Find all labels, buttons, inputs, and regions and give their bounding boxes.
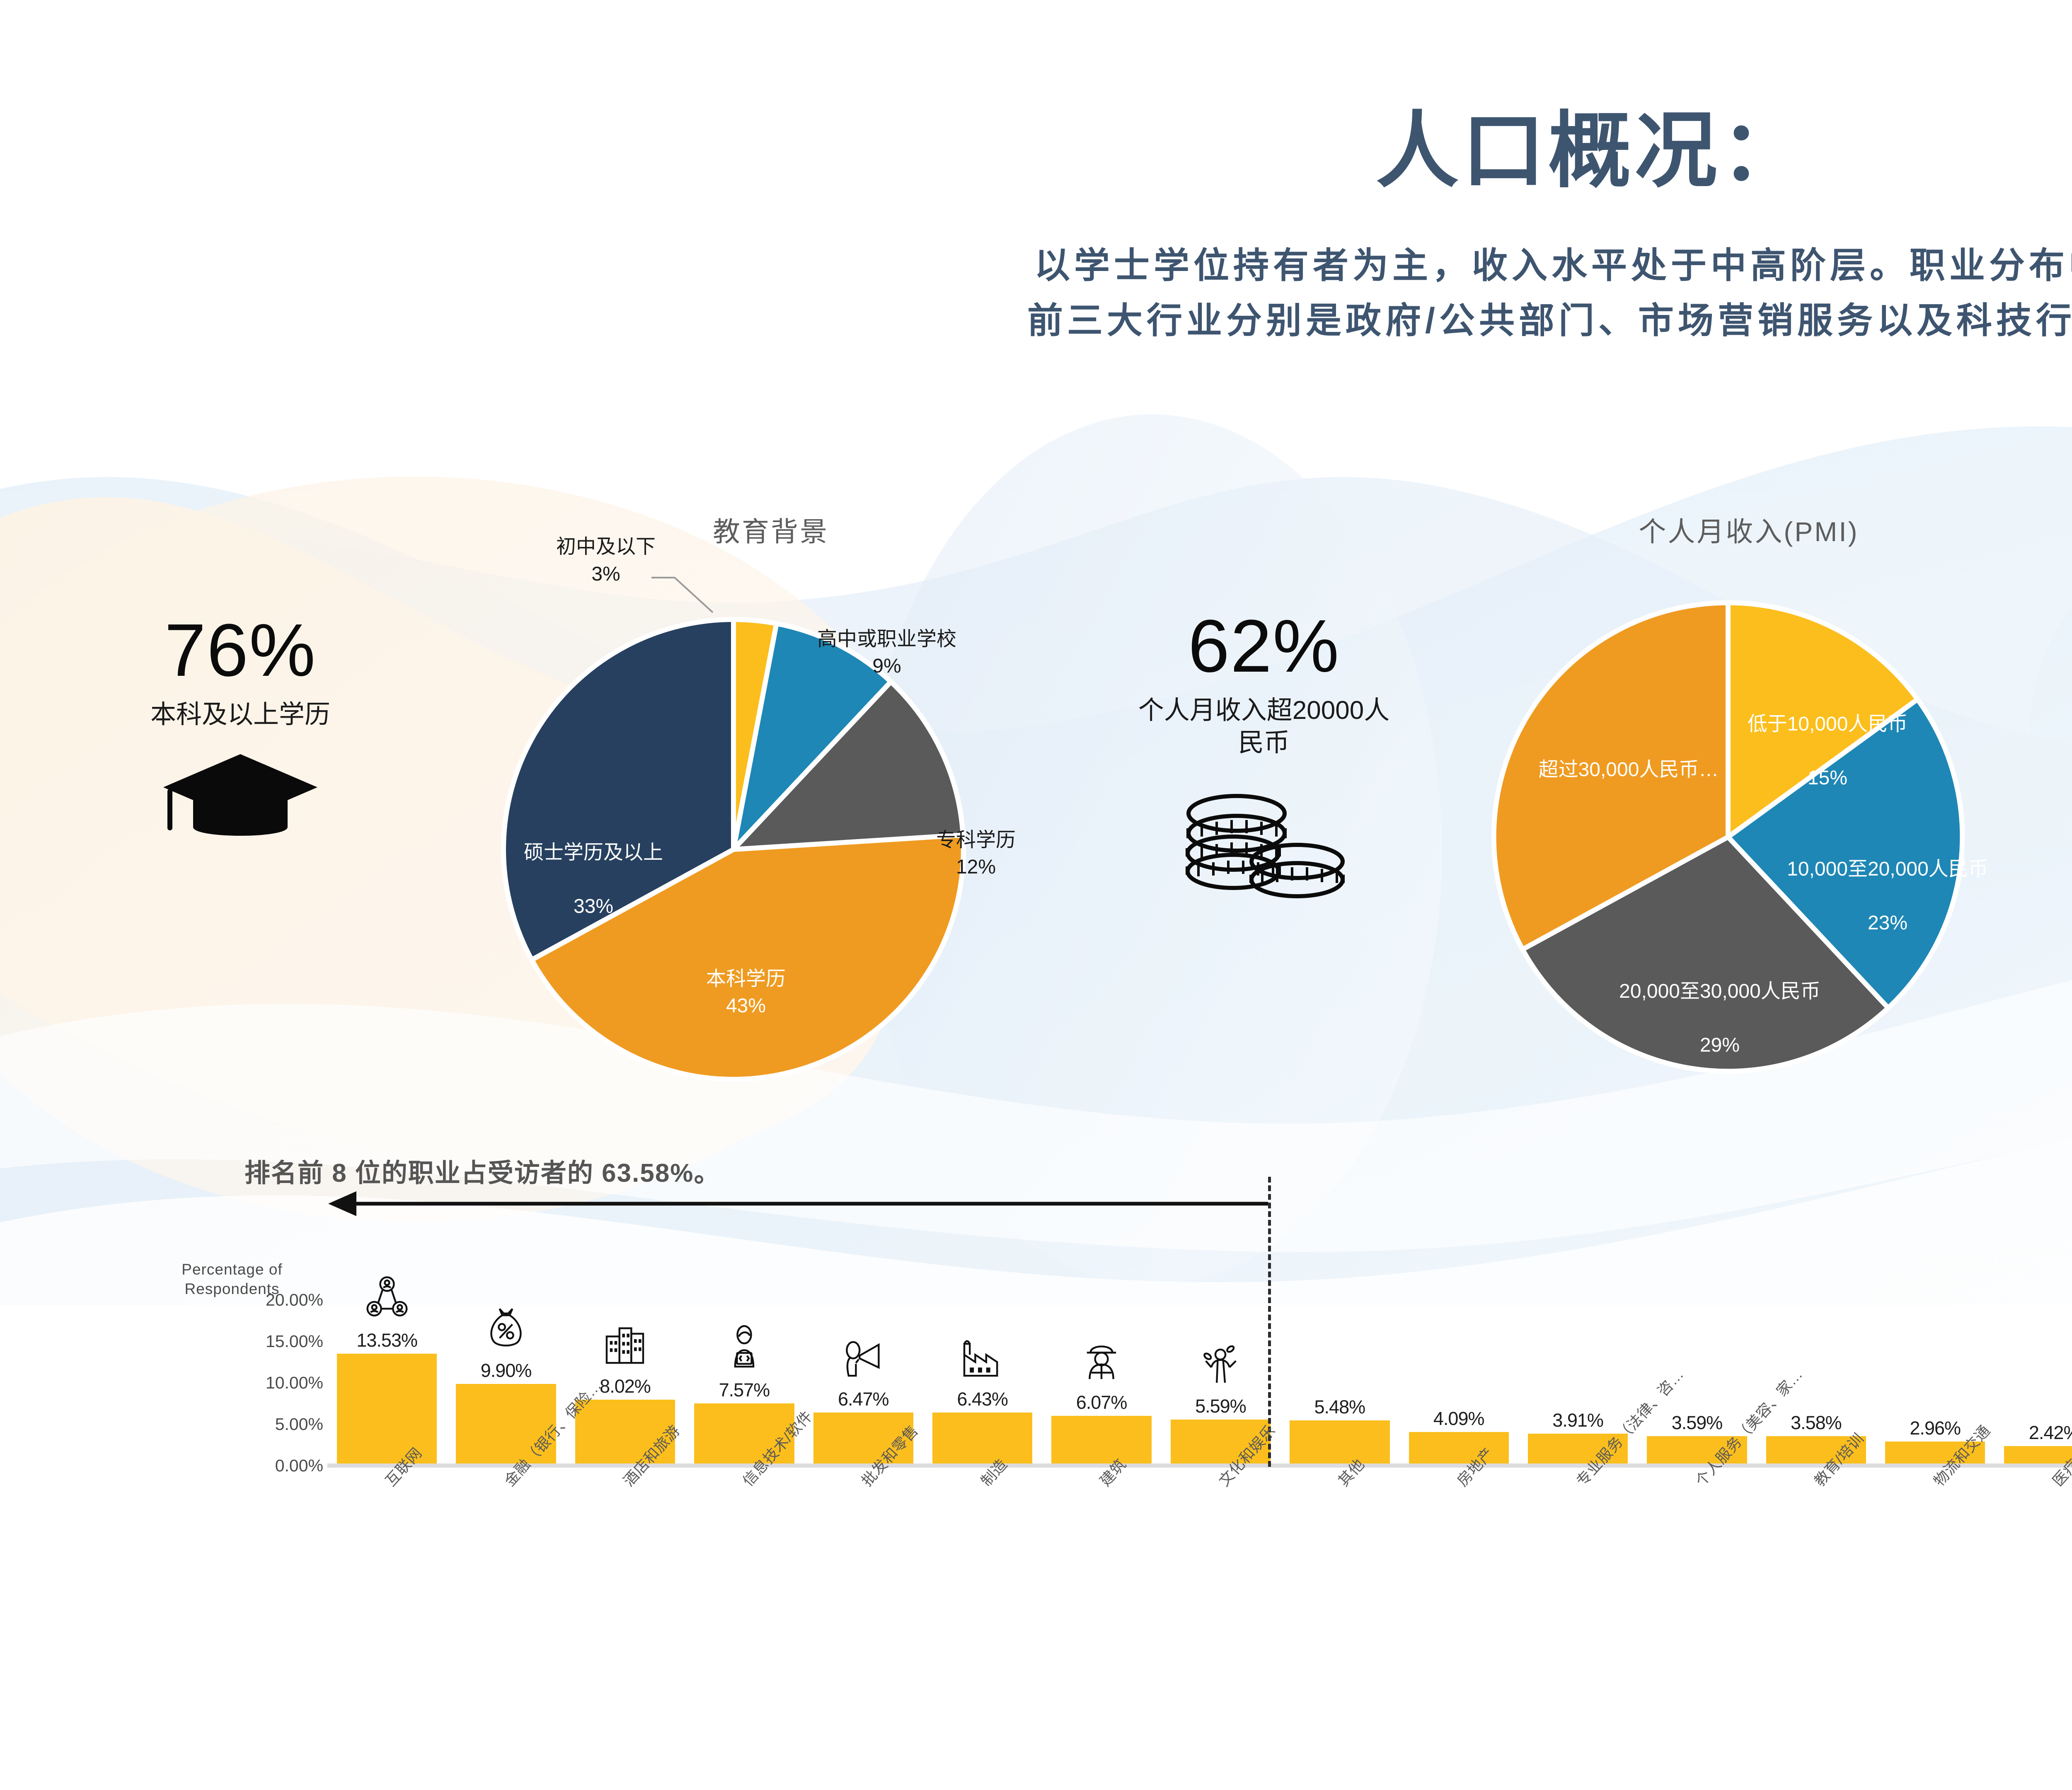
- education-slice-label-1: 高中或职业学校: [817, 628, 956, 650]
- buildings-icon: [602, 1321, 648, 1367]
- bar-rect: [1051, 1415, 1152, 1466]
- education-slice-label-2: 专科学历: [936, 829, 1016, 851]
- entertainer-icon: [1198, 1341, 1243, 1386]
- person-laptop-icon: [721, 1325, 767, 1370]
- bar-value-label: 8.02%: [600, 1375, 651, 1397]
- education-slice-value-3: 43%: [726, 995, 766, 1017]
- education-pie-chart: 教育背景 初中及以下 3% 高中或职业学校 9% 专科学历 12% 本科学历 4…: [477, 510, 1065, 1139]
- y-axis-tick: 20.00%: [265, 1290, 323, 1309]
- bar-rect: [336, 1354, 437, 1466]
- page-title: 人口概况：: [1375, 105, 1807, 197]
- education-slice-value-1: 9%: [872, 655, 901, 677]
- bar-rect: [1409, 1432, 1509, 1466]
- pmi-slice-label-0: 低于10,000人民币: [1747, 713, 1908, 735]
- pmi-slice-value-1: 23%: [1867, 912, 1908, 934]
- bar-value-label: 4.09%: [1433, 1408, 1485, 1430]
- bar-value-label: 6.43%: [957, 1388, 1008, 1410]
- education-slice-label-3: 本科学历: [706, 968, 786, 990]
- bar-column[interactable]: [1280, 1300, 1399, 1466]
- education-leader-line-0: [651, 577, 714, 613]
- pmi-pie-chart: 个人月收入(PMI) 低于10,000人民币 15% 10,000至20,000…: [1459, 510, 2039, 1131]
- bar-value-label: 13.53%: [356, 1330, 418, 1351]
- bar-value-label: 9.90%: [480, 1360, 532, 1381]
- industry-bar-chart: 排名前 8 位的职业占受访者的 63.58%。 Percentage of Re…: [0, 1135, 2072, 1790]
- bar-value-label: 5.48%: [1314, 1396, 1366, 1418]
- bar-chart-yaxis: 0.00% 5.00% 10.00% 15.00% 20.00%: [157, 1290, 323, 1475]
- coins-icon: [1094, 774, 1434, 912]
- subtitle-line-1: 以学士学位持有者为主，收入水平处于中高阶层。职业分布中，: [1034, 246, 2072, 285]
- factory-icon: [960, 1334, 1005, 1379]
- subtitle-line-2: 前三大行业分别是政府/公共部门、市场营销服务以及科技行业。: [1027, 301, 2072, 341]
- education-slice-label-0: 初中及以下: [556, 536, 656, 558]
- bar-column[interactable]: [923, 1300, 1042, 1466]
- pmi-pie-svg: [1491, 600, 1965, 1074]
- pmi-slice-label-1: 10,000至20,000人民币: [1787, 858, 1988, 880]
- pmi-slice-value-0: 15%: [1807, 767, 1848, 789]
- bar-value-label: 7.57%: [719, 1379, 770, 1401]
- bar-value-label: 6.07%: [1076, 1391, 1128, 1413]
- person-megaphone-icon: [840, 1334, 886, 1379]
- bar-column[interactable]: [1042, 1300, 1161, 1466]
- y-axis-tick: 0.00%: [275, 1456, 323, 1475]
- y-axis-tick: 5.00%: [275, 1415, 323, 1434]
- bar-value-label: 3.58%: [1791, 1412, 1842, 1434]
- pmi-pie-title: 个人月收入(PMI): [1639, 516, 1859, 547]
- top8-divider: [1268, 1177, 1271, 1467]
- bar-chart-baseline: [327, 1463, 2072, 1468]
- stat-block-income: 62% 个人月收入超20000人民币: [1094, 609, 1434, 912]
- education-slice-value-2: 12%: [956, 856, 996, 878]
- y-axis-tick: 15.00%: [265, 1332, 323, 1351]
- graduation-cap-icon: [83, 747, 398, 849]
- pmi-slice-value-2: 29%: [1699, 1034, 1740, 1056]
- top8-range-arrow: [328, 1191, 1268, 1216]
- bar-value-label: 5.59%: [1195, 1396, 1247, 1417]
- construction-worker-icon: [1079, 1337, 1124, 1383]
- income-stat-percent: 62%: [1188, 605, 1340, 688]
- pmi-slice-label-2: 20,000至30,000人民币: [1619, 980, 1820, 1002]
- bar-value-label: 2.42%: [2028, 1422, 2072, 1443]
- network-people-icon: [364, 1275, 410, 1321]
- bar-column[interactable]: [327, 1300, 446, 1466]
- bar-rect: [1290, 1420, 1390, 1466]
- education-slice-value-4: 33%: [573, 895, 614, 917]
- bar-rect: [932, 1413, 1033, 1466]
- y-axis-tick: 10.00%: [265, 1373, 323, 1392]
- bar-column[interactable]: [1399, 1300, 1518, 1466]
- bar-value-label: 6.47%: [838, 1388, 889, 1410]
- pmi-slice-label-3: 超过30,000人民币…: [1538, 759, 1719, 781]
- education-stat-caption: 本科及以上学历: [150, 700, 330, 729]
- page-subtitle: 以学士学位持有者为主，收入水平处于中高阶层。职业分布中， 前三大行业分别是政府/…: [0, 238, 2072, 349]
- education-slice-label-4: 硕士学历及以上: [523, 842, 663, 864]
- money-bag-icon: [483, 1305, 529, 1351]
- education-stat-percent: 76%: [164, 609, 317, 692]
- header: 人口概况： 以学士学位持有者为主，收入水平处于中高阶层。职业分布中， 前三大行业…: [0, 0, 2072, 349]
- income-stat-caption: 个人月收入超20000人民币: [1138, 696, 1390, 757]
- stat-block-education: 76% 本科及以上学历: [83, 613, 398, 849]
- bar-chart-annotation: 排名前 8 位的职业占受访者的 63.58%。: [244, 1159, 721, 1188]
